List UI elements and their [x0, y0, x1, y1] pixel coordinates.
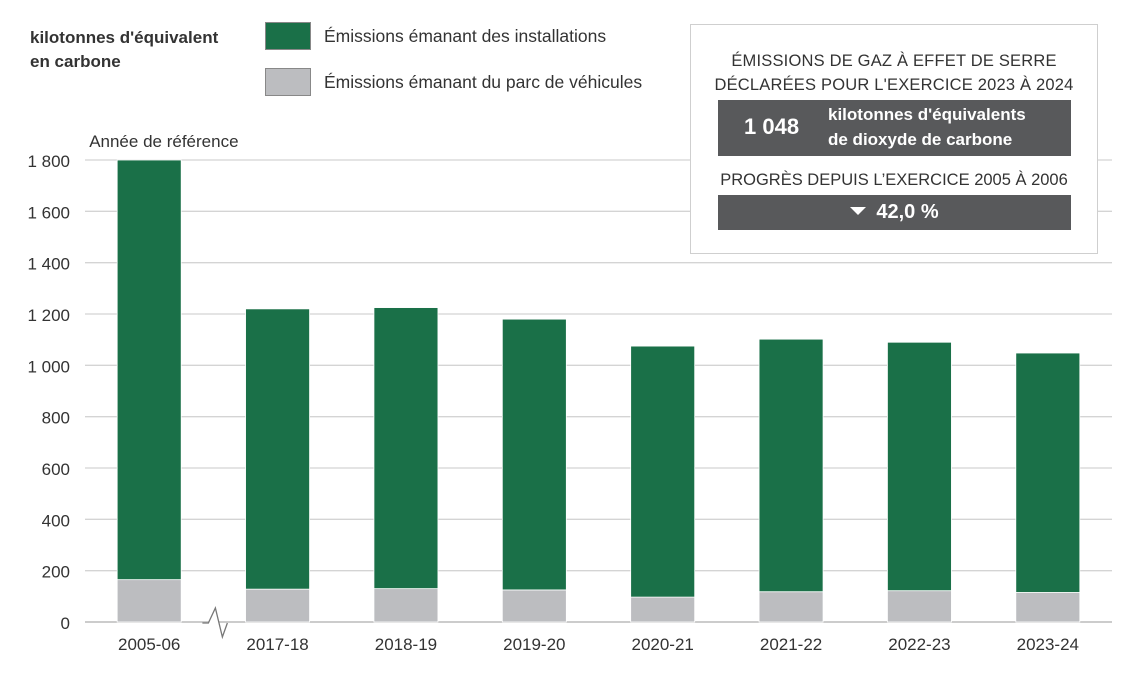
y-tick-label: 1 200 — [27, 306, 70, 325]
x-tick-label: 2005-06 — [118, 635, 180, 654]
y-tick-label: 600 — [42, 460, 70, 479]
bar-segment-installations — [501, 318, 567, 591]
x-tick-label: 2020-21 — [631, 635, 693, 654]
legend-label-installations: Émissions émanant des installations — [324, 25, 607, 46]
y-axis-label-line1: kilotonnes d'équivalent — [30, 28, 219, 47]
x-tick-label: 2017-18 — [246, 635, 308, 654]
x-tick-label: 2023-24 — [1017, 635, 1079, 654]
bar-segment-vehicules — [758, 591, 824, 623]
summary-title-line2: DÉCLARÉES POUR L'EXERCICE 2023 À 2024 — [714, 76, 1074, 94]
progress-bar: 42,0 % — [718, 195, 1071, 230]
y-tick-label: 200 — [42, 563, 70, 582]
x-tick-label: 2018-19 — [375, 635, 437, 654]
summary-unit-line1: kilotonnes d'équivalents — [828, 105, 1026, 124]
legend-item-vehicules: Émissions émanant du parc de véhicules — [265, 68, 642, 96]
summary-title: ÉMISSIONS DE GAZ À EFFET DE SERRE DÉCLAR… — [691, 49, 1097, 97]
bar-segment-vehicules — [630, 596, 696, 623]
x-tick-label: 2022-23 — [888, 635, 950, 654]
bar-segment-vehicules — [887, 590, 952, 623]
legend-swatch-installations — [265, 22, 311, 50]
bar-segment-vehicules — [501, 589, 567, 623]
bar-segment-installations — [245, 308, 310, 590]
summary-box: ÉMISSIONS DE GAZ À EFFET DE SERRE DÉCLAR… — [690, 24, 1098, 254]
progress-title: PROGRÈS DEPUIS L’EXERCICE 2005 À 2006 — [720, 171, 1068, 189]
y-tick-label: 1 600 — [27, 203, 70, 222]
legend-swatch-vehicules — [265, 68, 311, 96]
bar-segment-vehicules — [116, 579, 182, 623]
summary-value-bar: 1 048 kilotonnes d'équivalents de dioxyd… — [718, 100, 1071, 156]
bar-segment-installations — [373, 307, 439, 590]
y-tick-label: 400 — [42, 511, 70, 530]
axis-break-mark — [202, 606, 228, 640]
y-tick-label: 1 800 — [27, 152, 70, 171]
y-tick-label: 800 — [42, 409, 70, 428]
bar-segment-installations — [1015, 352, 1081, 593]
bar-segment-installations — [887, 341, 952, 592]
progress-value: 42,0 % — [876, 201, 939, 223]
bar-segment-installations — [630, 345, 696, 598]
bar-segment-vehicules — [373, 588, 439, 623]
reference-year-annotation: Année de référence — [89, 132, 238, 151]
summary-value: 1 048 — [744, 114, 800, 139]
progress-value-row: 42,0 % — [718, 201, 1071, 224]
summary-unit-line2: de dioxyde de carbone — [828, 130, 1013, 149]
x-tick-label: 2021-22 — [760, 635, 822, 654]
bar-segment-vehicules — [1015, 592, 1081, 623]
y-tick-label: 1 400 — [27, 255, 70, 274]
y-axis-label-line2: en carbone — [30, 52, 121, 71]
x-tick-label: 2019-20 — [503, 635, 565, 654]
legend-item-installations: Émissions émanant des installations — [265, 22, 606, 50]
bar-segment-vehicules — [245, 588, 310, 623]
summary-unit: kilotonnes d'équivalents de dioxyde de c… — [828, 102, 1026, 152]
caret-down-icon — [850, 207, 867, 215]
summary-title-line1: ÉMISSIONS DE GAZ À EFFET DE SERRE — [731, 52, 1057, 70]
y-axis-label: kilotonnes d'équivalent en carbone — [30, 26, 260, 74]
legend-label-vehicules: Émissions émanant du parc de véhicules — [324, 71, 643, 92]
y-tick-label: 0 — [61, 614, 70, 633]
y-tick-label: 1 000 — [27, 357, 70, 376]
bar-segment-installations — [116, 159, 182, 581]
bar-segment-installations — [758, 338, 824, 593]
